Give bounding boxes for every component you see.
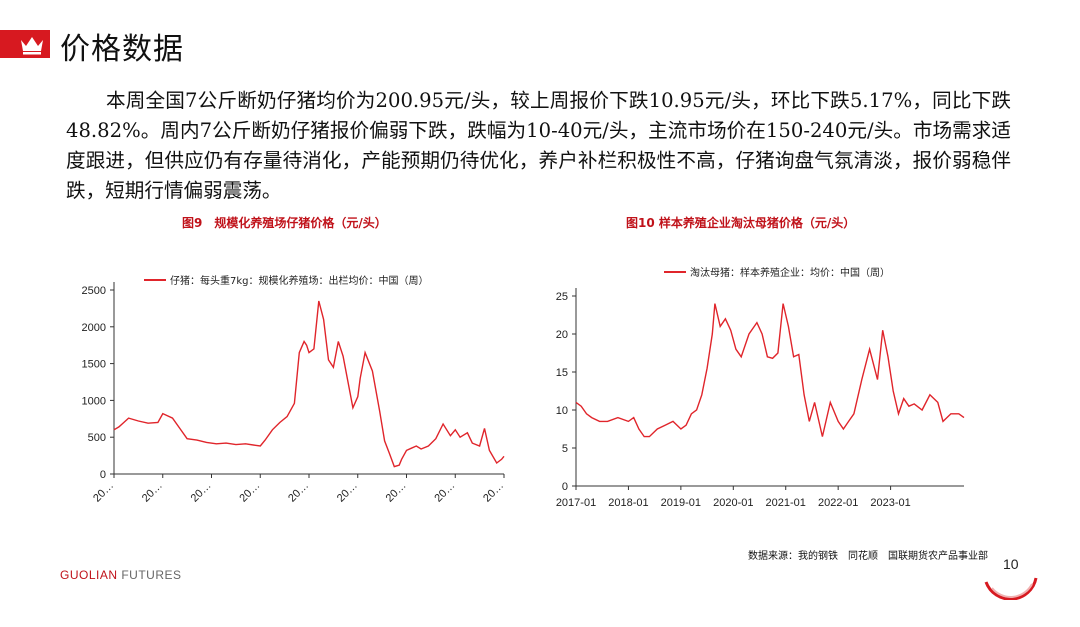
chart10-y-tick-label: 5 bbox=[562, 443, 568, 455]
logo-secondary-text: FUTURES bbox=[117, 568, 182, 582]
page-number: 10 bbox=[1003, 556, 1019, 572]
chart10-y-tick-label: 25 bbox=[556, 291, 568, 303]
data-source-note: 数据来源：我的钢铁 同花顺 国联期货农产品事业部 bbox=[748, 551, 988, 562]
chart9-y-tick-label: 500 bbox=[88, 432, 106, 444]
summary-paragraph: 本周全国7公斤断奶仔猪均价为200.95元/头，较上周报价下跌10.95元/头，… bbox=[66, 89, 1011, 202]
chart10-x-tick-label: 2020-01 bbox=[713, 497, 753, 509]
cull-sow-price-series-line bbox=[575, 303, 965, 438]
figure-9-title: 图9 规模化养殖场仔猪价格（元/头） bbox=[182, 216, 387, 230]
chart9-x-tick-label: 20… bbox=[335, 480, 360, 505]
chart9-x-tick-label: 20… bbox=[384, 480, 409, 505]
chart10-x-tick-label: 2019-01 bbox=[661, 497, 701, 509]
chart9-x-tick-label: 20… bbox=[432, 480, 457, 505]
piglet-price-chart: 2500 2000 1500 1000 500 0 20… 20… 20… 20… 20… 20… 2… bbox=[82, 274, 507, 505]
chart10-y-tick-label: 10 bbox=[556, 405, 568, 417]
piglet-price-series-line bbox=[113, 300, 505, 468]
chart9-y-tick-label: 2000 bbox=[82, 322, 106, 334]
chart9-x-tick-label: 20… bbox=[481, 480, 506, 505]
chart9-x-tick-label: 20… bbox=[286, 480, 311, 505]
chart10-x-tick-label: 2023-01 bbox=[870, 497, 910, 509]
chart9-x-tick-label: 20… bbox=[140, 480, 165, 505]
chart10-y-tick-label: 0 bbox=[562, 481, 568, 493]
chart9-y-tick-label: 2500 bbox=[82, 285, 106, 297]
chart10-x-tick-label: 2021-01 bbox=[766, 497, 806, 509]
chart9-y-tick-label: 1500 bbox=[82, 359, 106, 371]
chart10-y-tick-label: 20 bbox=[556, 329, 568, 341]
chart9-x-tick-label: 20… bbox=[237, 480, 262, 505]
cull-sow-price-chart: 25 20 15 10 5 0 2017-01 2018-01 2019-01 2020-01 2… bbox=[556, 266, 965, 509]
company-logo: GUOLIAN FUTURES bbox=[60, 568, 182, 582]
chart10-x-tick-label: 2018-01 bbox=[608, 497, 648, 509]
chart9-x-tick-label: 20… bbox=[91, 480, 116, 505]
chart10-legend-label: 淘汰母猪：样本养殖企业：均价：中国（周） bbox=[690, 266, 890, 279]
figure-10-title: 图10 样本养殖企业淘汰母猪价格（元/头） bbox=[626, 216, 856, 230]
chart10-x-tick-label: 2017-01 bbox=[556, 497, 596, 509]
logo-primary-text: GUOLIAN bbox=[60, 568, 118, 582]
chart10-y-tick-label: 15 bbox=[556, 367, 568, 379]
page-title: 价格数据 bbox=[60, 32, 184, 67]
chart10-x-tick-label: 2022-01 bbox=[818, 497, 858, 509]
page-number-arc-icon bbox=[984, 577, 1038, 600]
chart9-y-tick-label: 1000 bbox=[82, 395, 106, 407]
chart9-x-tick-label: 20… bbox=[189, 480, 214, 505]
crown-icon bbox=[21, 37, 43, 55]
chart9-y-tick-label: 0 bbox=[100, 469, 106, 481]
chart9-legend-label: 仔猪：每头重7kg：规模化养殖场：出栏均价：中国（周） bbox=[170, 274, 429, 287]
